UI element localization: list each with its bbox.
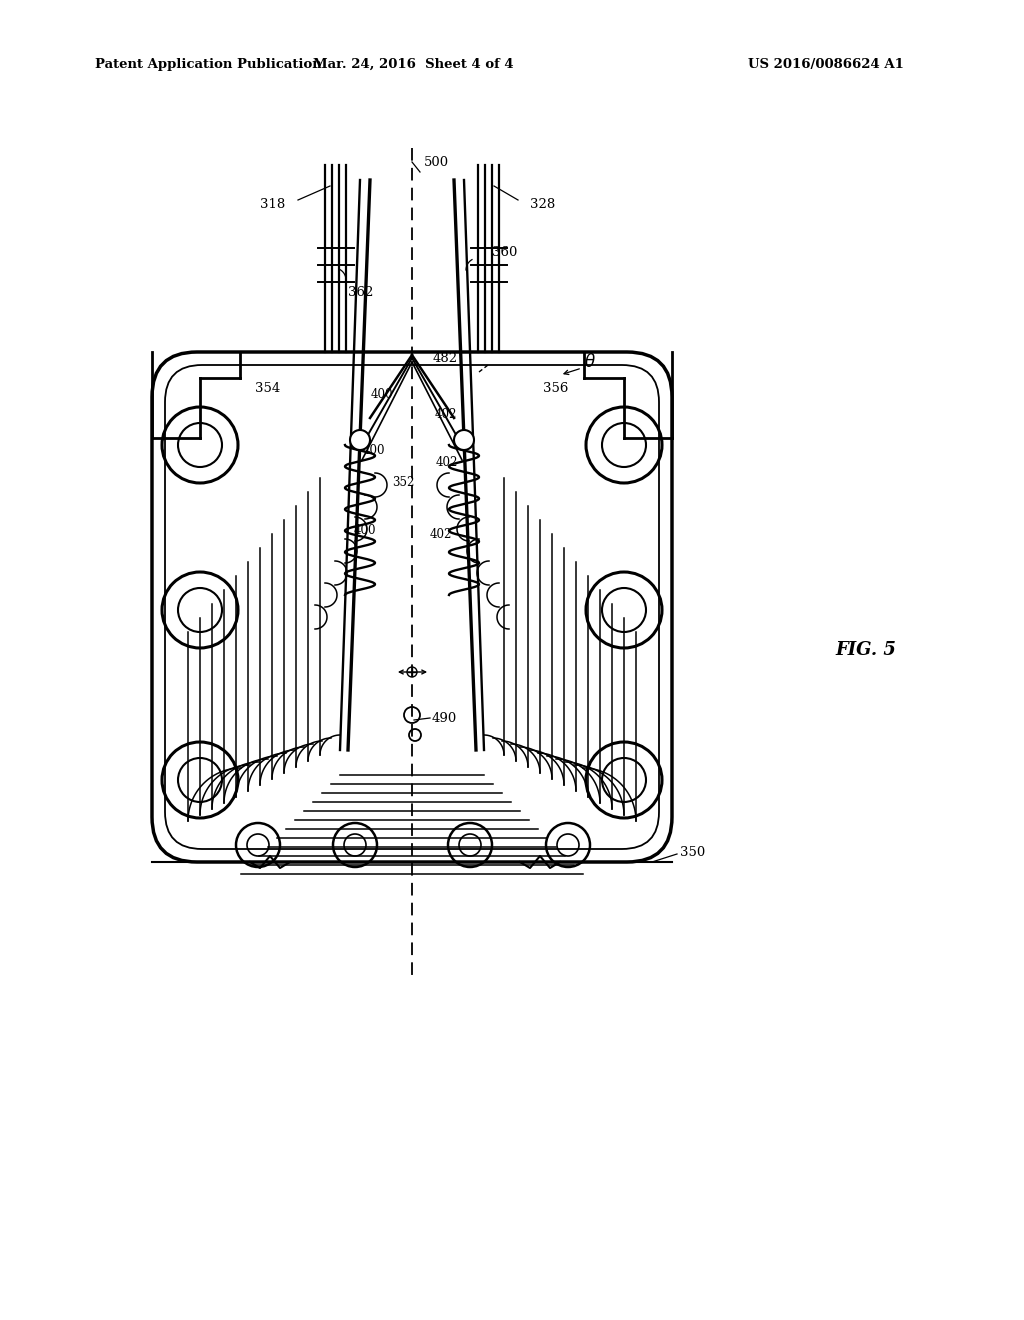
- Text: 360: 360: [492, 246, 517, 259]
- Text: 400: 400: [371, 388, 393, 401]
- Text: 482: 482: [433, 351, 458, 364]
- Circle shape: [350, 430, 370, 450]
- Text: Mar. 24, 2016  Sheet 4 of 4: Mar. 24, 2016 Sheet 4 of 4: [312, 58, 513, 71]
- Text: 402: 402: [436, 455, 459, 469]
- Text: 356: 356: [544, 381, 568, 395]
- Text: $\theta$: $\theta$: [584, 352, 596, 371]
- Text: 350: 350: [680, 846, 706, 858]
- Text: 362: 362: [348, 285, 374, 298]
- Circle shape: [454, 430, 474, 450]
- Text: 402: 402: [430, 528, 453, 541]
- Text: 402: 402: [435, 408, 458, 421]
- Text: 490: 490: [432, 711, 458, 725]
- Text: 328: 328: [530, 198, 555, 211]
- Text: 400: 400: [353, 524, 376, 536]
- Text: Patent Application Publication: Patent Application Publication: [95, 58, 322, 71]
- Text: US 2016/0086624 A1: US 2016/0086624 A1: [748, 58, 904, 71]
- Text: 400: 400: [362, 444, 385, 457]
- Text: 318: 318: [260, 198, 285, 211]
- Text: 352: 352: [392, 475, 415, 488]
- Text: FIG. 5: FIG. 5: [835, 642, 896, 659]
- Text: 354: 354: [255, 381, 281, 395]
- Text: 500: 500: [424, 156, 450, 169]
